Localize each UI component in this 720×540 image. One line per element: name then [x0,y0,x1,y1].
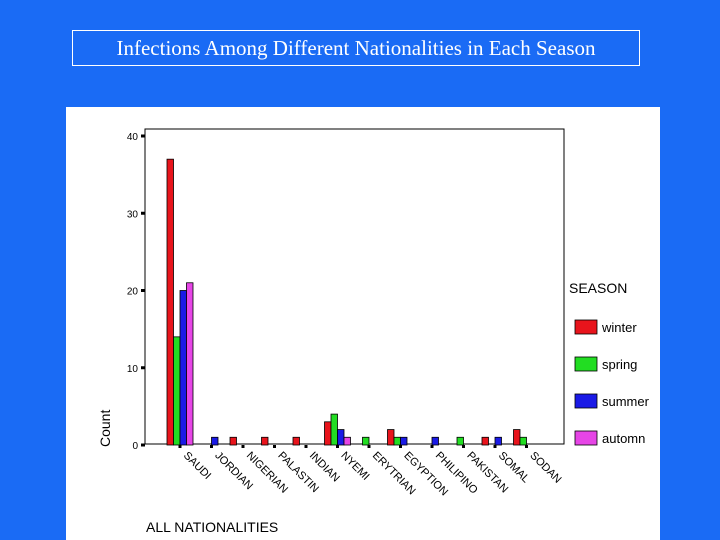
legend-label-summer: summer [602,394,650,409]
plot-frame [144,128,565,445]
bar-spring-saudi [173,336,181,446]
legend-label-spring: spring [602,357,637,372]
legend: SEASON winter spring summer automn [569,280,650,446]
x-category-label: SODAN [527,450,563,486]
y-axis-label: Count [97,410,113,447]
x-tick-mark [493,445,497,448]
bar-automn-saudi [186,282,194,446]
y-tick-mark [141,211,145,215]
legend-label-winter: winter [601,320,637,335]
bar-spring-pakistan [456,436,464,446]
x-tick-mark [178,445,182,448]
legend-swatch-winter [574,319,598,335]
legend-title: SEASON [569,280,627,296]
x-tick-mark [525,445,528,448]
legend-label-automn: automn [602,431,645,446]
bar-summer-saudi [179,290,187,446]
x-tick-mark [430,445,434,448]
y-tick-mark [141,289,145,292]
y-tick-mark [141,134,145,138]
x-category-label: SAUDI [181,450,213,482]
y-tick-label: 20 [127,287,139,298]
x-tick-mark [210,445,213,448]
x-tick-mark [399,445,402,448]
bar-spring-egyption [393,436,401,446]
bar-winter-sodan [513,429,521,446]
x-tick-mark [304,445,308,448]
x-tick-mark [336,445,339,448]
bar-winter-indian [292,436,300,446]
bar-winter-saudi [166,158,174,446]
x-tick-mark [241,445,245,448]
bar-winter-nigerian [229,436,237,446]
slide-title: Infections Among Different Nationalities… [72,30,640,66]
y-tick-label: 30 [127,209,139,220]
bar-summer-egyption [400,436,408,446]
bar-winter-somal [481,436,489,446]
legend-swatch-summer [574,393,598,409]
bar-summer-jordian [211,436,219,446]
y-tick-mark [141,443,145,447]
x-tick-mark [462,445,465,448]
bar-winter-palastin [261,436,269,446]
bar-automn-nyemi [343,436,351,446]
legend-swatch-automn [574,430,598,446]
x-category-label: NYEMI [338,450,371,483]
bar-spring-erytrian [362,436,370,446]
bar-spring-sodan [519,436,527,446]
bar-spring-nyemi [330,413,338,446]
chart-panel: 0 10 20 30 40 SAUDI JORDIAN NIGERIAN PALASTIN IN… [66,107,660,540]
bar-winter-egyption [387,429,395,446]
bar-summer-philipino [431,436,439,446]
bar-summer-somal [494,436,502,446]
x-axis-label: ALL NATIONALITIES [146,519,278,535]
x-tick-mark [273,445,276,448]
legend-swatch-spring [574,356,598,372]
x-tick-mark [367,445,371,448]
y-tick-label: 10 [127,364,139,375]
bar-winter-nyemi [324,421,332,446]
y-tick-label: 0 [132,441,138,452]
bar-summer-nyemi [337,429,345,446]
y-tick-label: 40 [127,132,139,143]
y-tick-mark [141,366,145,370]
